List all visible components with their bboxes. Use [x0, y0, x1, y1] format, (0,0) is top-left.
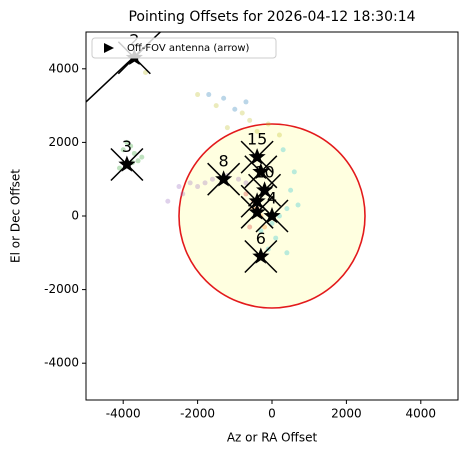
sample-dot — [209, 176, 215, 182]
sample-dot — [236, 176, 242, 182]
y-tick-label: 4000 — [48, 61, 79, 75]
sample-dot — [206, 92, 212, 98]
antenna-star — [118, 155, 136, 172]
antenna-star — [248, 203, 266, 220]
antenna-label: 8 — [219, 152, 229, 171]
sample-dot — [284, 206, 290, 212]
sample-dot — [195, 184, 201, 190]
sample-dot — [187, 180, 193, 186]
sample-dot — [247, 224, 253, 230]
antenna-star — [256, 181, 274, 198]
x-tick-label: 4000 — [406, 407, 437, 421]
sample-dot — [291, 169, 297, 175]
sample-dot — [239, 110, 245, 116]
sample-dot — [124, 139, 130, 145]
antenna-star — [252, 162, 270, 180]
sample-dot — [273, 235, 279, 241]
antenna-star — [263, 207, 281, 224]
sample-dot — [243, 191, 249, 197]
sample-dot — [135, 158, 141, 164]
sample-dot — [116, 165, 122, 171]
sample-dot — [265, 121, 271, 127]
antenna-label: 4 — [267, 189, 277, 208]
x-axis-label: Az or RA Offset — [227, 431, 318, 445]
sample-dot — [232, 106, 238, 112]
sample-dot — [243, 99, 249, 105]
sample-dot — [288, 187, 294, 193]
x-tick-label: 0 — [268, 407, 276, 421]
sample-dot — [276, 132, 282, 138]
sample-dot — [213, 103, 219, 109]
y-tick-label: 0 — [71, 209, 79, 223]
sample-dot — [165, 198, 171, 204]
antenna-star — [252, 247, 270, 264]
sample-dot — [269, 220, 275, 226]
sample-dot — [131, 150, 137, 156]
antenna-label: 6 — [256, 229, 266, 248]
y-axis-label: El or Dec Offset — [9, 169, 23, 263]
chart-title: Pointing Offsets for 2026-04-12 18:30:14 — [128, 9, 415, 25]
y-tick-label: -2000 — [44, 282, 79, 296]
legend-label: Off-FOV antenna (arrow) — [127, 43, 250, 54]
y-tick-label: 2000 — [48, 135, 79, 149]
legend-box — [91, 37, 277, 59]
sample-dot — [254, 128, 260, 134]
plot-area: 238151046 — [86, 32, 366, 309]
sample-dot — [120, 147, 126, 153]
sample-dot — [247, 117, 253, 123]
sample-dot — [139, 154, 145, 160]
sample-dot — [180, 191, 186, 197]
x-tick-label: -4000 — [106, 407, 141, 421]
antenna-star — [215, 170, 233, 187]
sample-dot — [295, 202, 301, 208]
antenna-star — [248, 148, 266, 165]
sample-dot — [195, 92, 201, 98]
sample-dot — [262, 224, 268, 230]
x-tick-label: 2000 — [331, 407, 362, 421]
antenna-label: 15 — [247, 130, 267, 149]
sample-dot — [202, 180, 208, 186]
sample-dot — [176, 184, 182, 190]
legend-marker — [104, 43, 114, 53]
antenna-label: 3 — [122, 137, 132, 156]
y-tick-label: -4000 — [44, 356, 79, 370]
sample-dot — [243, 180, 249, 186]
sample-dot — [221, 95, 227, 101]
sample-dot — [128, 143, 134, 149]
sample-dot — [284, 250, 290, 256]
overlay: -4000 -2000 0 2000 4000 -4000 -2000 0 2000 4000 Of… — [44, 31, 459, 421]
x-tick-label: -2000 — [180, 407, 215, 421]
sample-dot — [224, 125, 230, 131]
sample-dot — [280, 147, 286, 153]
antenna-label: 10 — [254, 163, 274, 182]
